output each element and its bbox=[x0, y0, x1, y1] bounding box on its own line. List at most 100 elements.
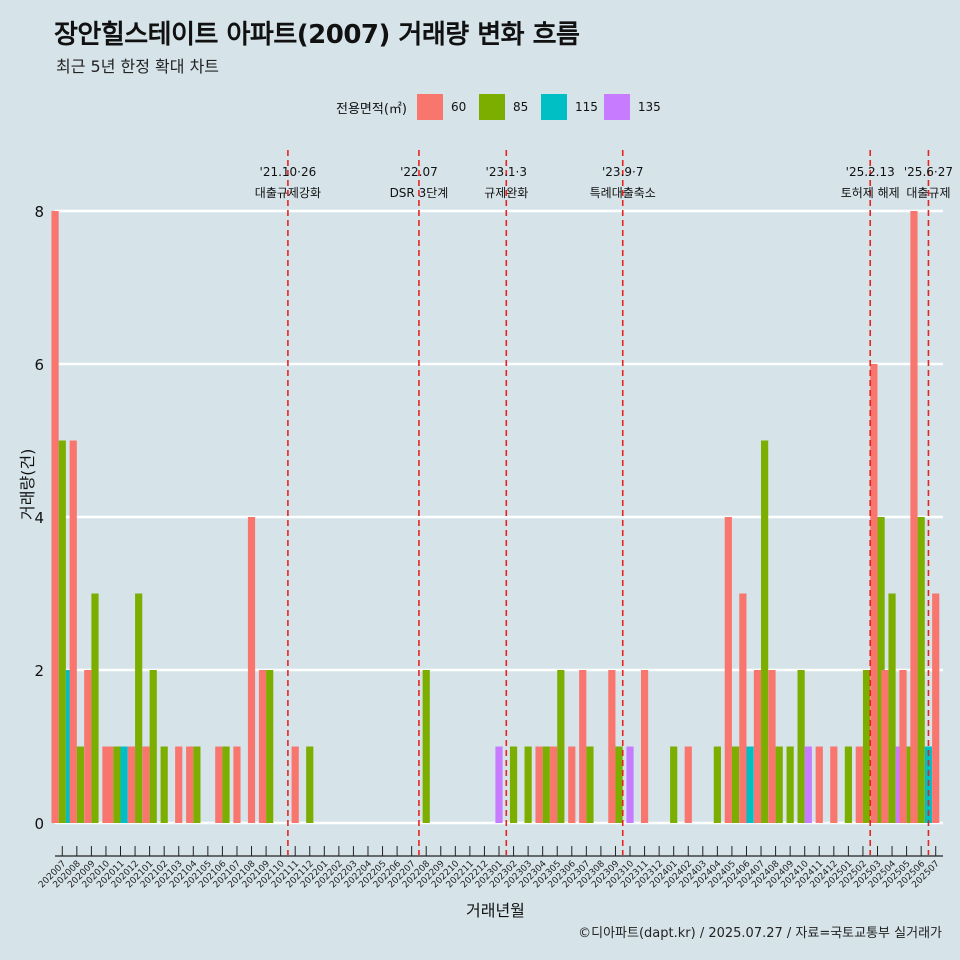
legend-label-135: 135 bbox=[637, 100, 661, 114]
bar-135-202410 bbox=[804, 746, 812, 823]
bar-60-202309 bbox=[608, 670, 616, 823]
bar-60-202104 bbox=[186, 746, 194, 823]
bar-135-202504 bbox=[895, 746, 903, 823]
bar-60-202505 bbox=[899, 670, 907, 823]
bar-85-202011 bbox=[113, 746, 121, 823]
bar-85-202502 bbox=[862, 670, 871, 823]
bar-85-202106 bbox=[222, 746, 230, 823]
bar-60-202504 bbox=[881, 670, 889, 823]
bar-85-202101 bbox=[149, 670, 157, 823]
bar-60-202107 bbox=[233, 746, 241, 823]
y-axis-label: 거래량(건) bbox=[18, 448, 37, 520]
bar-85-202102 bbox=[160, 746, 168, 823]
bar-60-202109 bbox=[258, 670, 267, 823]
annotation-date: '23.1·3 bbox=[486, 165, 527, 179]
annotation-label: DSR 3단계 bbox=[390, 186, 449, 200]
legend-swatch-85 bbox=[478, 94, 505, 120]
bar-60-202412 bbox=[830, 746, 838, 823]
bar-60-202411 bbox=[815, 746, 823, 823]
legend: 전용면적(㎡) 60 85 115 135 bbox=[336, 93, 667, 121]
bar-85-202012 bbox=[135, 593, 143, 823]
bar-135-202310 bbox=[626, 746, 634, 823]
bar-60-202502 bbox=[855, 746, 863, 823]
bar-85-202008 bbox=[76, 746, 85, 823]
legend-label-115: 115 bbox=[574, 100, 598, 114]
bar-60-202108 bbox=[247, 517, 256, 823]
bar-85-202410 bbox=[797, 670, 805, 823]
bar-115-202011 bbox=[120, 746, 128, 823]
bar-60-202101 bbox=[142, 746, 150, 823]
bar-60-202008 bbox=[69, 440, 77, 823]
bar-60-202507 bbox=[932, 593, 940, 823]
bar-60-202408 bbox=[768, 670, 776, 823]
legend-swatch-135 bbox=[603, 94, 630, 120]
annotation-date: '25.6·27 bbox=[904, 165, 953, 179]
legend-title: 전용면적(㎡) bbox=[336, 101, 407, 117]
bar-60-202405 bbox=[724, 517, 732, 823]
legend-item-135: 135 bbox=[603, 94, 661, 120]
bar-60-202307 bbox=[579, 670, 587, 823]
bar-85-202104 bbox=[193, 746, 201, 823]
bar-85-202302 bbox=[509, 746, 518, 823]
legend-label-85: 85 bbox=[512, 100, 529, 114]
bar-85-202501 bbox=[844, 746, 852, 823]
bar-60-202007 bbox=[51, 211, 59, 823]
bar-60-202011 bbox=[106, 746, 114, 823]
bar-60-202103 bbox=[175, 746, 183, 823]
bar-85-202303 bbox=[524, 746, 532, 823]
y-tick-label: 4 bbox=[34, 509, 44, 527]
bar-60-202406 bbox=[739, 593, 747, 823]
bar-85-202505 bbox=[906, 746, 914, 823]
bar-115-202007 bbox=[65, 670, 74, 823]
legend-item-60: 60 bbox=[416, 94, 473, 120]
annotation-label: 특례대출축소 bbox=[590, 186, 656, 200]
bar-60-202106 bbox=[215, 746, 223, 823]
chart-title: 장안힐스테이트 아파트(2007) 거래량 변화 흐름 bbox=[54, 20, 580, 50]
bar-60-202010 bbox=[102, 746, 110, 823]
bar-85-202405 bbox=[731, 746, 740, 823]
bar-85-202409 bbox=[786, 746, 794, 823]
y-tick-label: 8 bbox=[34, 203, 44, 221]
x-axis-label: 거래년월 bbox=[466, 901, 525, 920]
bar-85-202112 bbox=[306, 746, 314, 823]
bar-60-202407 bbox=[753, 670, 762, 823]
bar-135-202301 bbox=[495, 746, 503, 823]
annotation-label: 규제완화 bbox=[484, 186, 528, 200]
bar-60-202012 bbox=[127, 746, 136, 823]
bar-85-202109 bbox=[266, 670, 274, 823]
bar-60-202503 bbox=[870, 364, 878, 823]
bar-60-202311 bbox=[640, 670, 649, 823]
bar-85-202009 bbox=[91, 593, 99, 823]
bar-85-202504 bbox=[888, 593, 896, 823]
annotation-label: 대출규제강화 bbox=[255, 186, 321, 200]
annotation-date: '23.9·7 bbox=[602, 165, 643, 179]
bar-60-202009 bbox=[84, 670, 92, 823]
annotation-label: 대출규제 bbox=[906, 186, 950, 200]
bar-115-202406 bbox=[746, 746, 754, 823]
bar-85-202305 bbox=[557, 670, 565, 823]
bar-60-202305 bbox=[550, 746, 558, 823]
bar-60-202506 bbox=[910, 211, 918, 823]
bar-85-202408 bbox=[775, 746, 783, 823]
annotation-date: '25.2.13 bbox=[846, 165, 895, 179]
bar-60-202306 bbox=[568, 746, 576, 823]
legend-swatch-60 bbox=[416, 94, 443, 120]
chart-subtitle: 최근 5년 한정 확대 차트 bbox=[56, 57, 220, 76]
legend-label-60: 60 bbox=[450, 100, 467, 114]
annotation-date: '22.07 bbox=[400, 165, 438, 179]
legend-item-115: 115 bbox=[540, 94, 598, 120]
y-tick-label: 2 bbox=[34, 662, 44, 680]
bar-85-202506 bbox=[917, 517, 925, 823]
annotation-date: '21.10·26 bbox=[260, 165, 317, 179]
bar-85-202307 bbox=[586, 746, 594, 823]
y-tick-label: 6 bbox=[34, 356, 44, 374]
legend-swatch-115 bbox=[540, 94, 567, 120]
annotation-label: 토허제 해제 bbox=[841, 186, 900, 200]
bar-85-202007 bbox=[58, 440, 66, 823]
bar-85-202304 bbox=[542, 746, 550, 823]
bar-85-202503 bbox=[877, 517, 885, 823]
bar-60-202304 bbox=[535, 746, 543, 823]
bar-85-202407 bbox=[761, 440, 769, 823]
bar-60-202402 bbox=[684, 746, 692, 823]
